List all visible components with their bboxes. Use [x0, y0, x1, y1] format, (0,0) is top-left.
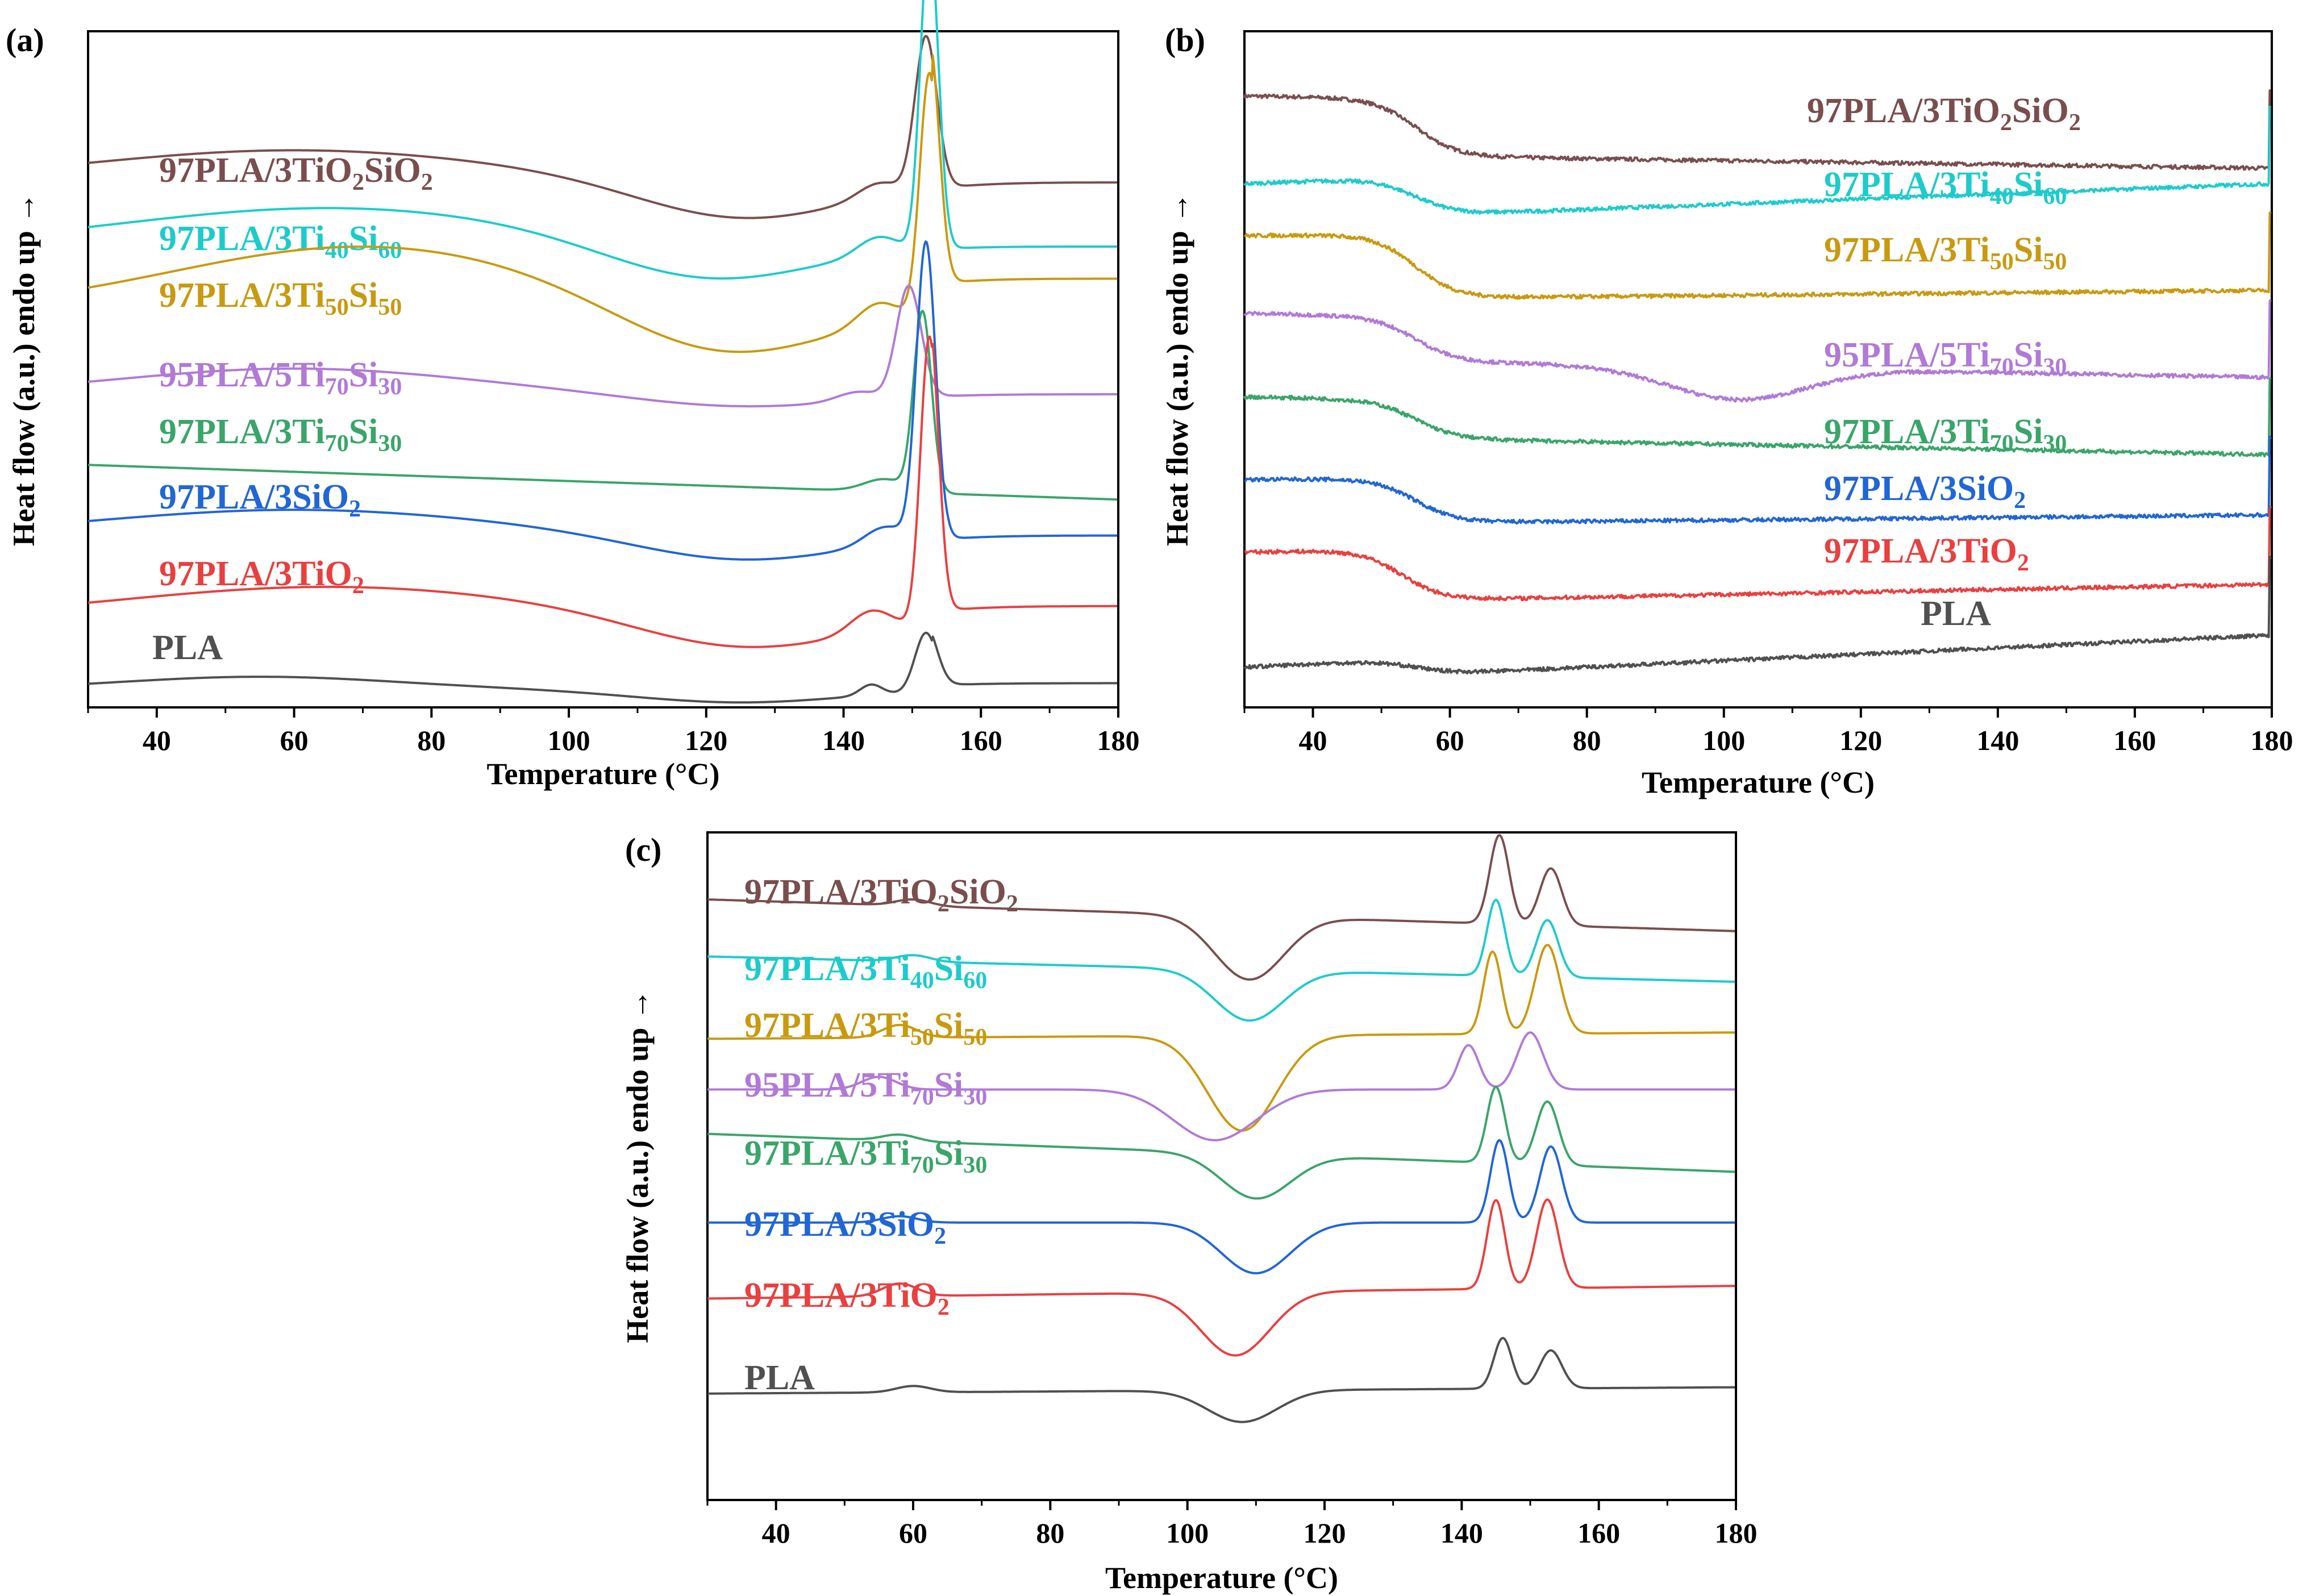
plot-frame-b [1243, 30, 2273, 709]
y-axis-title-c: Heat flow (a.u.) endo up → [621, 989, 655, 1343]
series-label-a-97PLA/3Ti50Si50: 97PLA/3Ti50Si50 [159, 276, 402, 320]
series-label-b-97PLA/3SiO2: 97PLA/3SiO2 [1824, 469, 2026, 514]
series-label-b-97PLA/3TiO2: 97PLA/3TiO2 [1824, 532, 2029, 576]
x-tick-label-c-100: 100 [1166, 1517, 1209, 1549]
series-label-c-97PLA/3Ti70Si30: 97PLA/3Ti70Si30 [744, 1134, 987, 1178]
series-label-b-97PLA/3Ti70Si30: 97PLA/3Ti70Si30 [1824, 412, 2067, 457]
plot-frame-c [706, 831, 1737, 1501]
panel-label-a: (a) [6, 22, 44, 59]
series-label-a-97PLA/3TiO2SiO2: 97PLA/3TiO2SiO2 [159, 151, 433, 195]
series-line-a-97PLA/3SiO2 [88, 240, 1118, 561]
series-label-c-97PLA/3TiO2SiO2: 97PLA/3TiO2SiO2 [744, 873, 1018, 917]
series-line-c-95PLA/5Ti70Si30 [707, 1031, 1735, 1141]
panel-a: (a) 40 60 80 100 120 140 160 180 Temperature (°C)… [6, 0, 1140, 791]
series-label-a-97PLA/3Ti40Si60: 97PLA/3Ti40Si60 [159, 219, 402, 264]
x-tick-label-a-180: 180 [1097, 724, 1140, 756]
panel-label-b: (b) [1165, 22, 1205, 59]
series-line-c-97PLA/3Ti50Si50 [707, 944, 1735, 1132]
series-line-c-97PLA/3TiO2SiO2 [707, 834, 1735, 981]
series-line-c-97PLA/3Ti40Si60 [707, 898, 1735, 1022]
series-label-a-97PLA/3SiO2: 97PLA/3SiO2 [159, 478, 361, 522]
panel-c: (c) 40 60 80 100 120 140 160 180 Temperature (°C)… [621, 831, 1758, 1595]
series-line-a-97PLA/3TiO2 [88, 335, 1118, 648]
series-label-a-97PLA/3Ti70Si30: 97PLA/3Ti70Si30 [159, 412, 402, 457]
series-label-c-97PLA/3Ti50Si50: 97PLA/3Ti50Si50 [744, 1006, 987, 1051]
series-line-c-PLA [707, 1337, 1735, 1423]
series-label-b-97PLA/3Ti50Si50: 97PLA/3Ti50Si50 [1824, 231, 2067, 275]
series-line-b-95PLA/5Ti70Si30 [1243, 299, 2272, 403]
x-tick-label-a-140: 140 [822, 724, 865, 756]
x-tick-label-c-140: 140 [1440, 1517, 1483, 1549]
x-tick-label-b-60: 60 [1436, 724, 1464, 756]
series-line-b-97PLA/3SiO2 [1244, 435, 2272, 525]
x-tick-label-c-120: 120 [1304, 1517, 1346, 1549]
series-line-c-97PLA/3SiO2 [707, 1139, 1735, 1274]
series-line-a-97PLA/3Ti70Si30 [88, 310, 1118, 501]
x-tick-label-b-160: 160 [2113, 724, 2156, 756]
series-label-a-97PLA/3TiO2: 97PLA/3TiO2 [159, 555, 364, 599]
series-line-b-97PLA/3Ti50Si50 [1243, 211, 2272, 300]
x-tick-label-a-120: 120 [685, 724, 727, 756]
series-label-c-PLA: PLA [744, 1359, 815, 1397]
x-tick-label-c-160: 160 [1577, 1517, 1620, 1549]
series-line-b-PLA [1243, 556, 2272, 674]
x-axis-title-a: Temperature (°C) [486, 757, 719, 791]
x-tick-label-a-160: 160 [960, 724, 1002, 756]
series-label-c-97PLA/3TiO2: 97PLA/3TiO2 [744, 1276, 950, 1320]
x-tick-label-c-180: 180 [1715, 1517, 1758, 1549]
y-axis-title-b: Heat flow (a.u.) endo up → [1160, 193, 1194, 547]
plot-frame-a [87, 30, 1119, 709]
x-tick-label-a-80: 80 [417, 724, 445, 756]
y-axis-title-a: Heat flow (a.u.) endo up → [7, 193, 41, 547]
panel-b: (b) 40 60 80 100 120 140 160 180 Temperature (°C)… [1160, 22, 2293, 799]
x-tick-label-a-60: 60 [280, 724, 309, 756]
series-label-b-97PLA/3Ti40Si60: 97PLA/3Ti40Si60 [1824, 165, 2067, 210]
series-line-b-97PLA/3TiO2 [1244, 506, 2272, 602]
series-line-b-97PLA/3TiO2SiO2 [1243, 89, 2271, 171]
series-label-c-95PLA/5Ti70Si30: 95PLA/5Ti70Si30 [744, 1066, 987, 1110]
series-label-b-PLA: PLA [1921, 594, 1991, 633]
series-label-b-95PLA/5Ti70Si30: 95PLA/5Ti70Si30 [1824, 336, 2067, 380]
series-label-a-95PLA/5Ti70Si30: 95PLA/5Ti70Si30 [159, 356, 402, 400]
series-line-a-95PLA/5Ti70Si30 [88, 285, 1118, 408]
series-label-c-97PLA/3Ti40Si60: 97PLA/3Ti40Si60 [744, 949, 987, 994]
x-tick-label-b-140: 140 [1976, 724, 2019, 756]
x-tick-label-b-100: 100 [1702, 724, 1745, 756]
series-line-a-97PLA/3Ti50Si50 [88, 55, 1118, 353]
x-tick-label-c-40: 40 [762, 1517, 790, 1549]
series-line-b-97PLA/3Ti70Si30 [1243, 377, 2272, 457]
series-line-c-97PLA/3TiO2 [707, 1198, 1735, 1357]
x-axis-title-c: Temperature (°C) [1105, 1561, 1338, 1595]
x-tick-label-c-80: 80 [1036, 1517, 1064, 1549]
series-line-b-97PLA/3Ti40Si60 [1243, 106, 2272, 215]
x-tick-label-c-60: 60 [899, 1517, 927, 1549]
x-tick-label-a-100: 100 [548, 724, 590, 756]
x-tick-label-a-40: 40 [143, 724, 171, 756]
series-line-a-PLA [88, 631, 1118, 704]
x-tick-label-b-120: 120 [1839, 724, 1882, 756]
x-tick-label-b-180: 180 [2251, 724, 2293, 756]
panel-label-c: (c) [625, 831, 661, 868]
series-line-c-97PLA/3Ti70Si30 [707, 1086, 1735, 1200]
x-tick-label-b-40: 40 [1299, 724, 1327, 756]
series-label-a-PLA: PLA [152, 628, 223, 667]
series-line-a-97PLA/3TiO2SiO2 [88, 35, 1118, 219]
series-label-b-97PLA/3TiO2SiO2: 97PLA/3TiO2SiO2 [1807, 91, 2081, 136]
x-axis-title-b: Temperature (°C) [1642, 765, 1875, 799]
series-line-a-97PLA/3Ti40Si60 [88, 0, 1118, 280]
x-tick-label-b-80: 80 [1573, 724, 1601, 756]
series-label-c-97PLA/3SiO2: 97PLA/3SiO2 [744, 1205, 946, 1249]
